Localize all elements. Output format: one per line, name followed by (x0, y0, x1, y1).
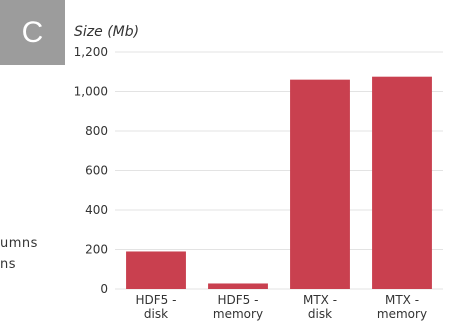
bar (290, 79, 350, 290)
y-tick-label: 1,200 (74, 45, 108, 59)
y-tick-label: 0 (100, 282, 108, 296)
bar (126, 251, 186, 289)
x-tick-label: MTX - (303, 293, 337, 307)
truncated-side-text: umns (0, 236, 38, 251)
axis-title: Size (Mb) (74, 24, 139, 40)
x-tick-label: disk (308, 307, 332, 321)
y-tick-label: 600 (85, 164, 108, 178)
y-tick-label: 200 (85, 243, 108, 257)
x-tick-label: disk (144, 307, 168, 321)
x-tick-label: MTX - (385, 293, 419, 307)
x-tick-label: memory (377, 307, 427, 321)
x-tick-label: HDF5 - (136, 293, 177, 307)
x-tick-label: memory (213, 307, 263, 321)
x-tick-label: HDF5 - (218, 293, 259, 307)
y-tick-label: 1,000 (74, 85, 108, 99)
bar (372, 76, 432, 289)
panel-label-badge: C (0, 0, 65, 65)
truncated-side-text: ns (0, 257, 17, 272)
y-tick-label: 400 (85, 203, 108, 217)
bar (208, 283, 268, 289)
y-tick-label: 800 (85, 124, 108, 138)
